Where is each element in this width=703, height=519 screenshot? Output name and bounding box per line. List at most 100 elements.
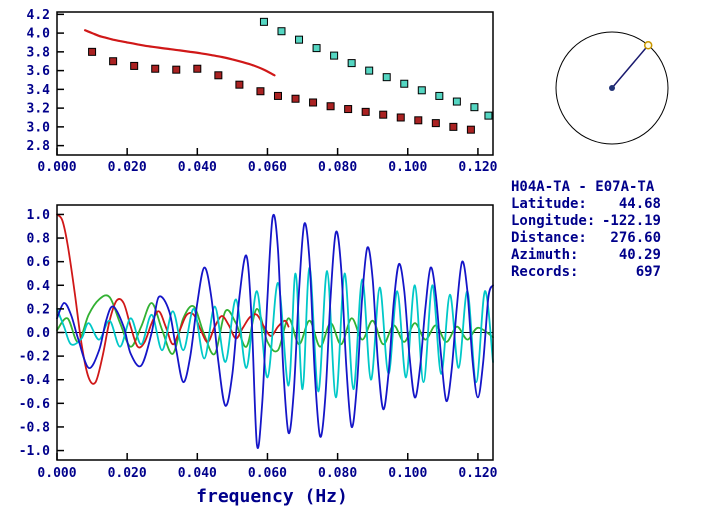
trace-green	[56, 294, 494, 356]
y-tick-label: -0.8	[19, 420, 50, 435]
station-pair-title: H04A-TA - E07A-TA	[511, 179, 655, 195]
info-label-azimuth: Azimuth:	[511, 247, 579, 263]
dispersion-panel: 0.000 0.020 0.040 0.060 0.080 0.100 0.120 2.8 3.…	[27, 8, 498, 175]
y-tick-label: -0.2	[19, 350, 50, 365]
marker-square	[400, 79, 409, 88]
y-tick-label: 3.6	[27, 64, 51, 79]
marker-square	[326, 102, 335, 111]
marker-square	[382, 73, 391, 82]
x-tick-label: 0.080	[318, 466, 357, 481]
x-tick-label: 0.040	[178, 160, 217, 175]
dial-center-dot	[609, 85, 615, 91]
marker-square	[88, 47, 97, 56]
azimuth-dial	[555, 31, 669, 145]
x-tick-label: 0.100	[388, 160, 427, 175]
y-tick-label: 1.0	[27, 208, 51, 223]
marker-square	[361, 107, 370, 116]
dial-circle	[555, 31, 669, 145]
x-axis-label: frequency (Hz)	[196, 486, 348, 507]
x-tick-label: 0.000	[37, 160, 76, 175]
marker-square	[435, 91, 444, 100]
correlation-panel: 0.000 0.020 0.040 0.060 0.080 0.100 0.120 -1.0 -…	[19, 204, 498, 507]
x-tick-label: 0.060	[248, 160, 287, 175]
marker-square	[470, 103, 479, 112]
station-info-panel: H04A-TA - E07A-TA Latitude: 44.68 Longit…	[511, 179, 661, 281]
group-velocity-symbols	[88, 47, 475, 134]
marker-square	[130, 61, 139, 70]
y-tick-label: 0.6	[27, 255, 51, 270]
y-tick-label: 0.4	[27, 279, 51, 294]
marker-square	[277, 27, 286, 36]
x-tick-label: 0.080	[318, 160, 357, 175]
marker-square	[417, 86, 426, 95]
dial-azimuth-line	[611, 44, 649, 89]
x-tick-label: 0.040	[178, 466, 217, 481]
info-label-distance: Distance:	[511, 230, 587, 246]
marker-square	[365, 66, 374, 75]
phase-velocity-symbols	[259, 17, 493, 120]
y-tick-label: 3.4	[27, 83, 51, 98]
marker-square	[151, 64, 160, 73]
marker-square	[193, 64, 202, 73]
info-label-records: Records:	[511, 264, 579, 280]
y-tick-label: 4.2	[27, 8, 50, 23]
info-value-latitude: 44.68	[618, 196, 661, 212]
x-tick-label: 0.000	[37, 466, 76, 481]
marker-square	[214, 71, 223, 80]
info-value-records: 697	[635, 264, 661, 280]
y-tick-label: 3.2	[27, 102, 50, 117]
y-tick-label: 3.0	[27, 120, 51, 135]
info-value-azimuth: 40.29	[618, 247, 661, 263]
x-tick-label: 0.120	[458, 160, 497, 175]
y-tick-label: -0.6	[19, 397, 50, 412]
marker-square	[414, 116, 423, 125]
marker-square	[109, 57, 118, 66]
marker-square	[452, 97, 461, 106]
x-tick-label: 0.120	[458, 466, 497, 481]
marker-square	[379, 110, 388, 119]
marker-square	[312, 44, 321, 53]
marker-square	[330, 51, 339, 60]
marker-square	[344, 105, 353, 114]
x-tick-label: 0.060	[248, 466, 287, 481]
marker-square	[256, 87, 265, 96]
y-tick-label: 0.8	[27, 232, 51, 247]
marker-square	[259, 17, 268, 26]
marker-square	[431, 119, 440, 128]
info-row-azimuth: Azimuth: 40.29	[511, 247, 661, 264]
info-value-distance: 276.60	[610, 230, 661, 246]
info-row-longitude: Longitude: -122.19	[511, 213, 661, 230]
marker-square	[291, 94, 300, 103]
plot-frame	[56, 11, 494, 156]
marker-square	[172, 65, 181, 74]
marker-square	[466, 125, 475, 134]
info-label-longitude: Longitude:	[511, 213, 596, 229]
info-row-distance: Distance: 276.60	[511, 230, 661, 247]
info-row-records: Records: 697	[511, 264, 661, 281]
x-tick-label: 0.100	[388, 466, 427, 481]
marker-square	[273, 91, 282, 100]
marker-square	[309, 98, 318, 107]
y-tick-label: 0.0	[27, 326, 51, 341]
y-tick-label: 0.2	[27, 302, 50, 317]
marker-square	[235, 80, 244, 89]
y-tick-label: 4.0	[27, 27, 51, 42]
info-label-latitude: Latitude:	[511, 196, 587, 212]
marker-square	[295, 35, 304, 44]
marker-square	[347, 59, 356, 68]
y-tick-label: 3.8	[27, 45, 51, 60]
info-value-longitude: -122.19	[601, 213, 661, 229]
x-tick-label: 0.020	[108, 466, 147, 481]
y-tick-label: -0.4	[19, 373, 50, 388]
marker-square	[449, 122, 458, 131]
marker-square	[396, 113, 405, 122]
marker-square	[484, 111, 493, 120]
x-tick-label: 0.020	[108, 160, 147, 175]
dial-azimuth-marker	[643, 41, 653, 50]
info-row-latitude: Latitude: 44.68	[511, 196, 661, 213]
trace-blue	[56, 214, 494, 449]
y-tick-label: -1.0	[19, 444, 50, 459]
y-tick-label: 2.8	[27, 139, 51, 154]
